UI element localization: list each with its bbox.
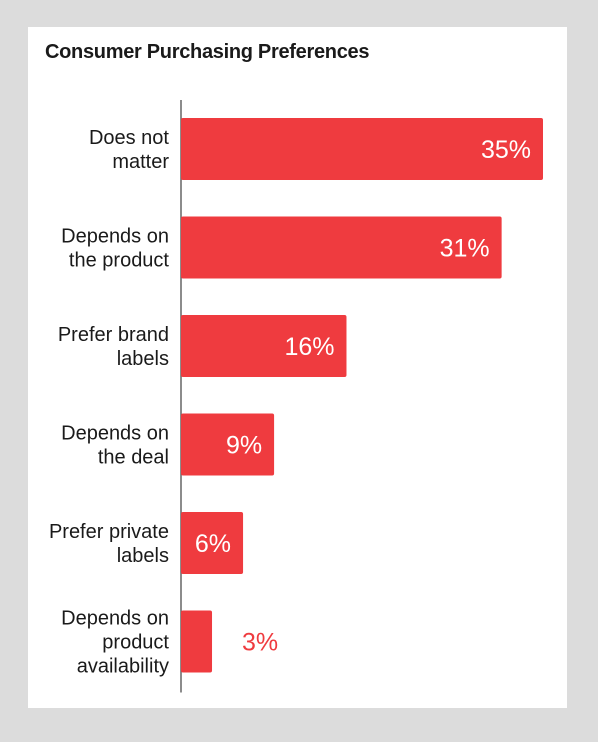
category-label-line: availability [77, 656, 169, 678]
category-label-4: Prefer private labels [49, 521, 169, 567]
category-label-line: the deal [98, 447, 169, 469]
category-label-1: Depends on the product [61, 226, 169, 272]
bar-5 [181, 610, 213, 673]
chart-title: Consumer Purchasing Preferences [45, 41, 370, 63]
value-label-3: 9% [226, 432, 262, 460]
chart-card: Consumer Purchasing Preferences Does not… [28, 27, 567, 708]
category-label-line: Prefer private [49, 521, 169, 543]
bar-4 [181, 512, 244, 574]
category-label-2: Prefer brand labels [58, 324, 169, 370]
category-label-line: labels [117, 348, 169, 370]
category-label-0: Does not matter [89, 127, 169, 173]
category-label-line: Depends on [61, 608, 169, 630]
category-label-line: the product [69, 250, 170, 272]
value-label-5: 3% [242, 629, 278, 657]
category-label-line: product [102, 632, 169, 654]
category-label-line: matter [112, 151, 169, 173]
category-label-line: labels [117, 545, 169, 567]
category-label-line: Depends on [61, 226, 169, 248]
category-label-line: Prefer brand [58, 324, 169, 346]
bar-1 [181, 216, 502, 279]
bar-3 [181, 413, 275, 476]
value-label-1: 31% [440, 235, 490, 263]
value-label-2: 16% [284, 333, 334, 361]
category-label-line: Does not [89, 127, 169, 149]
category-label-line: Depends on [61, 423, 169, 445]
bar-0 [181, 118, 543, 180]
value-label-0: 35% [481, 136, 531, 164]
value-label-4: 6% [195, 530, 231, 558]
category-label-3: Depends on the deal [61, 423, 169, 469]
bar-chart: Does not matter 35%Depends on the product 31… [49, 100, 543, 693]
category-label-5: Depends on product availability [61, 608, 169, 678]
bar-2 [181, 315, 347, 377]
